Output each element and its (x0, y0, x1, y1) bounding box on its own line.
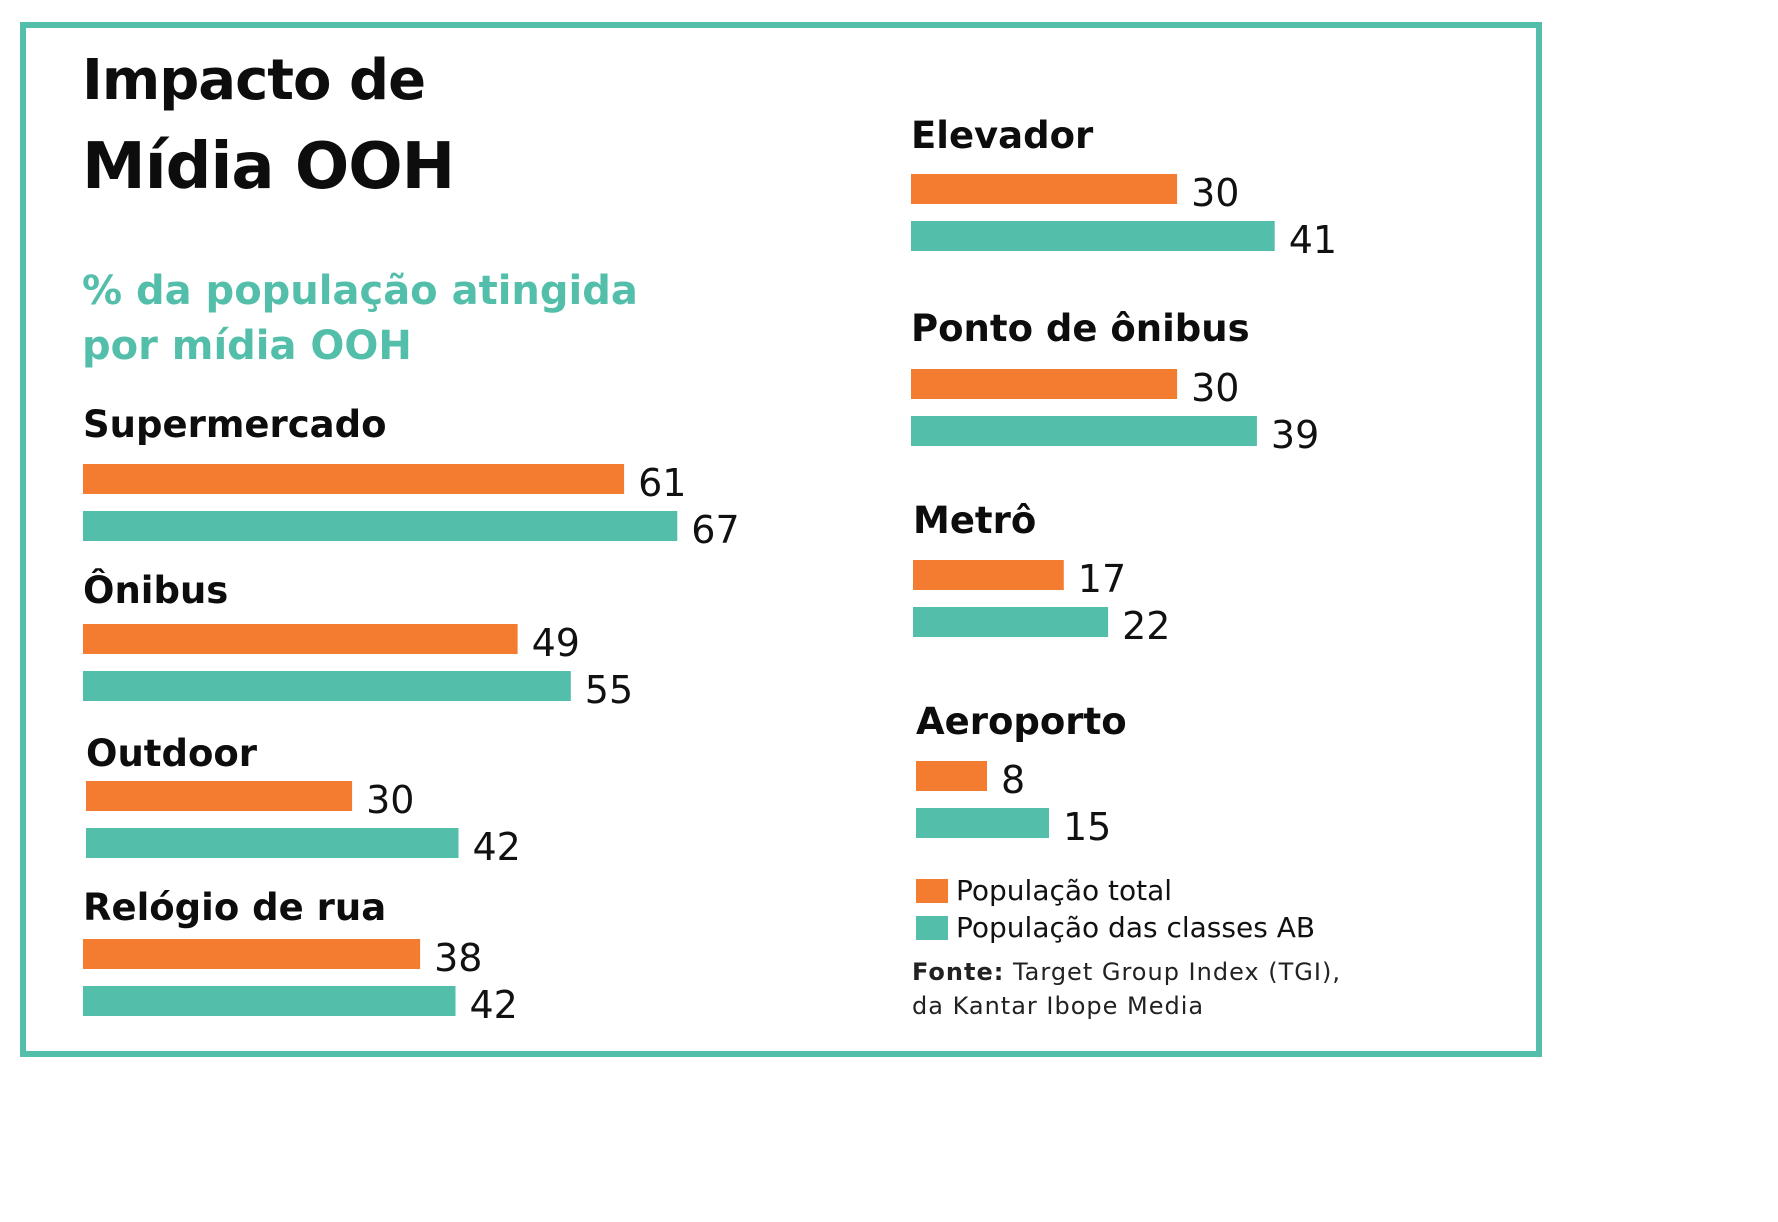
category-label-ponto-de-onibus: Ponto de ônibus (911, 307, 1250, 350)
value-label-supermercado-total: 61 (638, 461, 686, 505)
value-label-metro-total: 17 (1078, 557, 1126, 601)
bar-outdoor-total (86, 781, 353, 811)
bar-metro-total (913, 560, 1064, 590)
bar-elevador-total (911, 174, 1178, 204)
bar-onibus-total (83, 624, 518, 654)
legend-swatch-total (916, 878, 948, 903)
value-label-elevador-total: 30 (1191, 171, 1239, 215)
legend-item-total: População total (916, 874, 1172, 907)
value-label-onibus-ab: 55 (585, 668, 633, 712)
legend-label-ab: População das classes AB (956, 911, 1316, 944)
value-label-aeroporto-ab: 15 (1063, 805, 1111, 849)
category-label-onibus: Ônibus (83, 568, 228, 612)
chart-title-line-1: Impacto de (82, 48, 426, 113)
value-label-ponto-de-onibus-ab: 39 (1271, 413, 1319, 457)
category-label-outdoor: Outdoor (86, 732, 258, 775)
source-line-2: da Kantar Ibope Media (912, 992, 1205, 1020)
legend-swatch-ab (916, 915, 948, 940)
category-label-metro: Metrô (913, 499, 1036, 542)
bar-elevador-ab (911, 221, 1275, 251)
source-label: Fonte: (912, 958, 1005, 986)
value-label-outdoor-ab: 42 (473, 825, 521, 869)
bar-supermercado-total (83, 464, 625, 494)
value-label-relogio-de-rua-ab: 42 (470, 983, 518, 1027)
category-label-relogio-de-rua: Relógio de rua (83, 886, 386, 929)
value-label-aeroporto-total: 8 (1001, 758, 1025, 802)
value-label-supermercado-ab: 67 (691, 508, 739, 552)
value-label-onibus-total: 49 (532, 621, 580, 665)
bar-relogio-de-rua-ab (83, 986, 456, 1016)
value-label-elevador-ab: 41 (1289, 218, 1337, 262)
category-label-supermercado: Supermercado (83, 403, 387, 446)
bar-onibus-ab (83, 671, 571, 701)
bar-aeroporto-total (916, 761, 987, 791)
legend-label-total: População total (956, 874, 1173, 907)
bar-outdoor-ab (86, 828, 459, 858)
bar-relogio-de-rua-total (83, 939, 421, 969)
category-label-aeroporto: Aeroporto (916, 700, 1127, 743)
bar-aeroporto-ab (916, 808, 1049, 838)
bar-metro-ab (913, 607, 1109, 637)
source-text: Target Group Index (TGI), (1012, 958, 1341, 986)
chart-title-line-2: Mídia OOH (82, 130, 455, 204)
chart-subtitle-line-2: por mídia OOH (82, 323, 412, 369)
value-label-relogio-de-rua-total: 38 (434, 936, 482, 980)
source-line-1: Fonte: Target Group Index (TGI), (912, 958, 1341, 986)
chart-subtitle-line-1: % da população atingida (82, 268, 638, 314)
value-label-outdoor-total: 30 (366, 778, 414, 822)
value-label-metro-ab: 22 (1122, 604, 1170, 648)
legend-item-ab: População das classes AB (916, 911, 1315, 944)
chart-title-line-2-text: Mídia OOH (82, 130, 455, 204)
category-label-elevador: Elevador (911, 114, 1094, 157)
value-label-ponto-de-onibus-total: 30 (1191, 366, 1239, 410)
bar-ponto-de-onibus-ab (911, 416, 1257, 446)
bar-ponto-de-onibus-total (911, 369, 1178, 399)
chart-title-line-1-text: Impacto de (82, 48, 426, 113)
chart-frame (20, 22, 1542, 1057)
bar-supermercado-ab (83, 511, 678, 541)
